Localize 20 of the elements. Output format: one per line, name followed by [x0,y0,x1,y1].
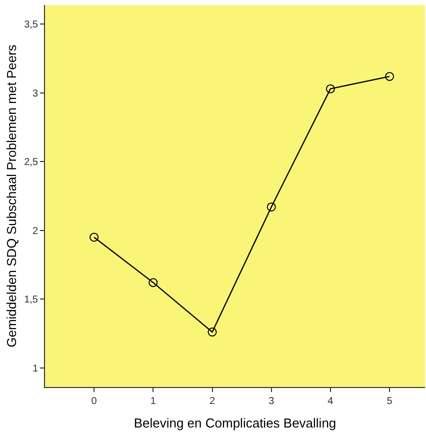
x-axis-title: Beleving en Complicaties Bevalling [134,416,336,431]
x-tick-label: 1 [150,396,156,407]
x-tick-label: 2 [209,396,216,407]
y-tick-label: 3,5 [24,20,38,31]
y-axis-title: Gemiddelden SDQ Subschaal Problemen met Peers [4,44,20,348]
y-tick-label: 2 [32,226,38,237]
point [266,202,276,212]
point [326,84,335,94]
y-tick-label: 3 [32,88,38,100]
y-tick-label: 2,5 [24,157,38,168]
point [90,232,99,242]
x-tick-label: 0 [91,396,98,407]
point [148,278,158,288]
point [385,72,394,81]
x-tick-label: 5 [386,396,393,407]
x-tick-label: 3 [268,396,275,407]
y-tick-label: 1 [32,363,38,374]
x-tick-label: 4 [328,396,334,407]
point [208,328,217,337]
y-tick-label: 1,5 [24,294,38,306]
